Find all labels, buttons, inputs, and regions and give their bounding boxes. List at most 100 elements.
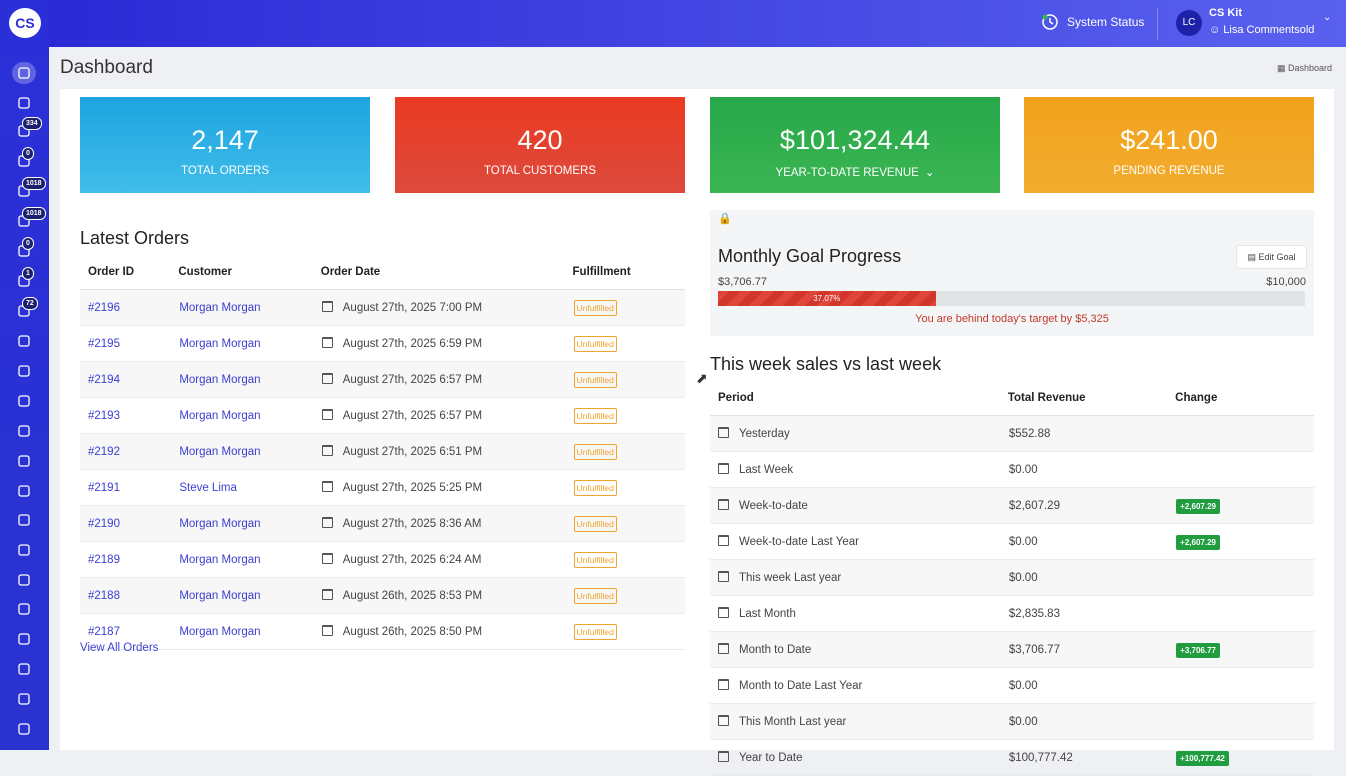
order-id[interactable]: #2191	[88, 481, 120, 494]
order-id[interactable]: #2190	[88, 517, 120, 530]
nav-item[interactable]	[12, 598, 36, 620]
customer-link[interactable]: Morgan Morgan	[179, 373, 261, 386]
customer-link[interactable]: Morgan Morgan	[179, 553, 261, 566]
nav-item[interactable]	[12, 539, 36, 561]
order-id[interactable]: #2189	[88, 553, 120, 566]
avatar[interactable]: LC	[1176, 10, 1202, 36]
nav-item[interactable]	[12, 628, 36, 650]
stat-card: 2,147 TOTAL ORDERS	[80, 97, 370, 193]
change-badge: +2,607.29	[1176, 498, 1220, 514]
order-row: #2189 Morgan Morgan August 27th, 2025 6:24…	[80, 541, 685, 578]
nav-item[interactable]	[12, 688, 36, 710]
revenue: $552.88	[1008, 427, 1051, 440]
cell	[1175, 451, 1314, 488]
logo[interactable]: CS	[9, 8, 41, 38]
section-title: Latest Orders	[80, 228, 190, 248]
period-row: Year to Date $100,777.42 +100,777.42	[710, 739, 1314, 776]
cell: +2,607.29	[1175, 523, 1314, 560]
change-badge: +100,777.42	[1176, 750, 1229, 766]
nav-item[interactable]	[12, 569, 36, 591]
period: Month to Date Last Year	[739, 680, 863, 692]
cell: #2195	[80, 325, 179, 362]
cell: August 26th, 2025 8:53 PM	[320, 577, 573, 614]
cell: August 27th, 2025 6:57 PM	[320, 397, 573, 434]
period: Yesterday	[739, 428, 790, 440]
customer-link[interactable]: Morgan Morgan	[179, 589, 261, 602]
period: Last Week	[739, 464, 794, 476]
nav-item[interactable]	[12, 420, 36, 442]
order-id[interactable]: #2187	[88, 625, 120, 638]
user-name[interactable]: ☺ Lisa Commentsold	[1209, 24, 1315, 36]
order-row: #2187 Morgan Morgan August 26th, 2025 8:50…	[80, 613, 685, 650]
customer-link[interactable]: Steve Lima	[179, 481, 237, 494]
lock-icon: 🔒	[718, 213, 732, 225]
stat-label: TOTAL ORDERS	[80, 165, 370, 177]
order-id[interactable]: #2196	[88, 301, 120, 314]
fulfillment-badge: Unfulfilled	[573, 299, 617, 316]
cell: Morgan Morgan	[178, 289, 321, 326]
edit-goal-text: Edit Goal	[1258, 252, 1296, 262]
nav-item[interactable]	[12, 360, 36, 382]
view-all-link[interactable]: View All Orders	[80, 642, 159, 654]
customer-link[interactable]: Morgan Morgan	[179, 301, 261, 314]
calendar-icon	[718, 571, 729, 582]
nav-item[interactable]	[12, 718, 36, 740]
cell: Last Month	[710, 595, 1008, 632]
column-header: Change	[1175, 381, 1314, 416]
cell: This Month Last year	[710, 703, 1008, 740]
order-id[interactable]: #2192	[88, 445, 120, 458]
cell: Month to Date Last Year	[710, 667, 1008, 704]
fulfillment-badge: Unfulfilled	[573, 623, 617, 640]
breadcrumb[interactable]: ▦ Dashboard	[1277, 63, 1333, 73]
calendar-icon	[321, 625, 333, 636]
dropdown-caret[interactable]: ⌄	[1323, 12, 1332, 23]
nav-item[interactable]	[12, 390, 36, 412]
calendar-icon	[718, 535, 729, 546]
fulfillment-badge: Unfulfilled	[573, 479, 617, 496]
order-date: August 27th, 2025 6:24 AM	[342, 554, 482, 566]
calendar-icon	[718, 679, 729, 690]
cell: #2193	[80, 397, 179, 434]
cell: #2188	[80, 577, 179, 614]
cell: +2,607.29	[1175, 487, 1314, 524]
customer-link[interactable]: Morgan Morgan	[179, 625, 261, 638]
nav-item[interactable]	[12, 62, 36, 84]
nav-item[interactable]	[12, 658, 36, 680]
stat-card: $241.00 PENDING REVENUE	[1024, 97, 1314, 193]
order-date: August 27th, 2025 6:59 PM	[342, 338, 483, 350]
order-id[interactable]: #2193	[88, 409, 120, 422]
period-row: Week-to-date Last Year $0.00 +2,607.29	[710, 523, 1314, 560]
customer-link[interactable]: Morgan Morgan	[179, 517, 261, 530]
order-date: August 27th, 2025 6:57 PM	[342, 410, 483, 422]
cell: #2187	[80, 613, 179, 650]
nav-item[interactable]	[12, 509, 36, 531]
order-id[interactable]: #2194	[88, 373, 120, 386]
stat-label-text: PENDING REVENUE	[1113, 165, 1225, 177]
cell: Morgan Morgan	[178, 541, 321, 578]
nav-item[interactable]	[12, 330, 36, 352]
cell: +3,706.77	[1175, 631, 1314, 668]
revenue: $0.00	[1008, 463, 1038, 476]
customer-link[interactable]: Morgan Morgan	[179, 445, 261, 458]
order-id[interactable]: #2195	[88, 337, 120, 350]
goal-title: Monthly Goal Progress	[718, 246, 902, 266]
system-status[interactable]: System Status	[1067, 15, 1145, 29]
nav-item[interactable]	[12, 450, 36, 472]
dropdown-caret[interactable]: ⌄	[924, 167, 935, 179]
edit-goal-button[interactable]: ▤ Edit Goal	[1236, 245, 1307, 269]
order-row: #2192 Morgan Morgan August 27th, 2025 6:51…	[80, 433, 685, 470]
progress-track: 37.07%	[718, 291, 1305, 306]
nav-item[interactable]	[12, 480, 36, 502]
customer-link[interactable]: Morgan Morgan	[179, 409, 261, 422]
customer-link[interactable]: Morgan Morgan	[179, 337, 261, 350]
cell: Morgan Morgan	[178, 325, 321, 362]
nav-item[interactable]	[12, 92, 36, 114]
revenue: $100,777.42	[1008, 751, 1073, 764]
stat-value: $241.00	[1120, 125, 1218, 155]
topbar: System Status LC CS Kit ☺ Lisa Commentso…	[49, 0, 1346, 47]
cell: $2,607.29	[1007, 487, 1176, 524]
calendar-icon	[321, 373, 333, 384]
goal-current: $3,706.77	[718, 276, 767, 288]
fulfillment-badge: Unfulfilled	[573, 587, 617, 604]
order-id[interactable]: #2188	[88, 589, 120, 602]
